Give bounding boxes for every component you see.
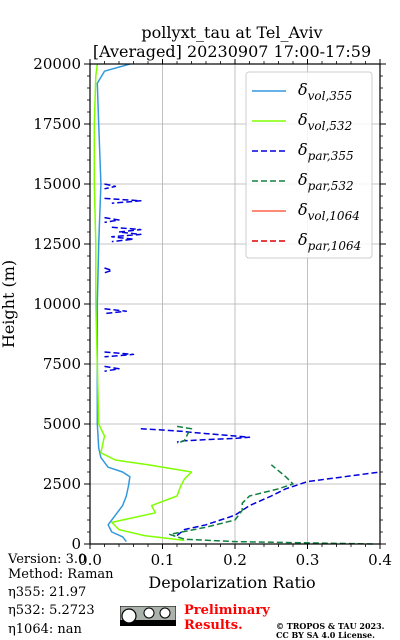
x-tick-label: 0.1 [151, 551, 175, 569]
legend-label: δvol,355 [298, 80, 352, 103]
legend-label-sub: vol,1064 [308, 209, 360, 223]
series-segment [104, 365, 120, 372]
x-tick-label: 0.2 [223, 551, 247, 569]
chart-title-line-2: [Averaged] 20230907 17:00-17:59 [93, 42, 371, 61]
x-tick-label: 0.4 [368, 551, 392, 569]
y-tick-label: 10000 [33, 295, 81, 313]
y-tick-label: 0 [71, 535, 81, 553]
method-text: Method: Raman [8, 567, 114, 582]
copyright-notice: © TROPOS & TAU 2023. CC BY SA 4.0 Licens… [276, 622, 384, 640]
y-tick-label: 7500 [43, 355, 81, 373]
series-segment [104, 197, 142, 204]
y-tick-label: 17500 [33, 115, 81, 133]
series-segment [104, 267, 113, 274]
x-axis-label: Depolarization Ratio [148, 573, 315, 592]
legend-label: δpar,1064 [298, 230, 361, 253]
eta355-text: η355: 21.97 [8, 585, 87, 600]
copyright-line-2: CC BY SA 4.0 License. [276, 630, 375, 640]
y-tick-label: 12500 [33, 235, 81, 253]
axis-ticks: 0.0 0.1 0.2 0.3 0.4 0 2500 5000 7500 10000 12500 15… [33, 55, 392, 569]
series-segment [104, 351, 135, 358]
legend-label-main: δ [298, 200, 308, 219]
series-segment [104, 308, 128, 315]
y-tick-label: 15000 [33, 175, 81, 193]
legend-label-main: δ [298, 110, 308, 129]
eta532-text: η532: 5.2723 [8, 603, 95, 618]
preliminary-line-1: Preliminary [184, 603, 270, 618]
cc-by-sa-logo [120, 606, 176, 626]
y-tick-label: 5000 [43, 415, 81, 433]
y-axis-label: Height (m) [0, 260, 18, 348]
y-tick-label: 2500 [43, 475, 81, 493]
x-tick-label: 0.0 [78, 551, 102, 569]
copyright-line-1: © TROPOS & TAU 2023. [276, 621, 385, 631]
legend-label-sub: par,355 [308, 149, 354, 163]
series-line-par-355 [176, 471, 381, 537]
series-line-vol-532 [93, 63, 193, 542]
chart-title-line-1: pollyxt_tau at Tel_Aviv [141, 23, 322, 42]
series-segment [104, 183, 117, 190]
legend-label-sub: par,532 [308, 179, 354, 193]
y-tick-label: 20000 [33, 55, 81, 73]
legend-label: δvol,532 [298, 110, 352, 133]
legend-label-main: δ [298, 170, 308, 189]
series-line-par-532 [169, 464, 373, 545]
preliminary-line-2: Results. [184, 618, 243, 633]
x-tick-label: 0.3 [296, 551, 320, 569]
legend-label: δvol,1064 [298, 200, 360, 223]
legend-label: δpar,355 [298, 140, 354, 163]
series-line-vol-355 [96, 63, 131, 543]
legend-label-sub: vol,355 [308, 89, 353, 103]
legend-label-main: δ [298, 230, 308, 249]
series-segment [140, 428, 251, 443]
series-segment [104, 216, 120, 224]
legend: δvol,355δvol,532δpar,355δpar,532δvol,106… [245, 71, 373, 259]
legend-label: δpar,532 [298, 170, 354, 193]
series-segment [176, 425, 193, 444]
legend-label-sub: vol,532 [308, 119, 353, 133]
series-segment [111, 226, 142, 243]
legend-label-main: δ [298, 140, 308, 159]
version-text: Version: 3.0 [8, 552, 87, 567]
legend-label-main: δ [298, 80, 308, 99]
eta1064-text: η1064: nan [8, 622, 82, 637]
preliminary-notice: Preliminary Results. [184, 603, 270, 633]
series-layer [93, 63, 381, 545]
legend-label-sub: par,1064 [308, 239, 362, 253]
